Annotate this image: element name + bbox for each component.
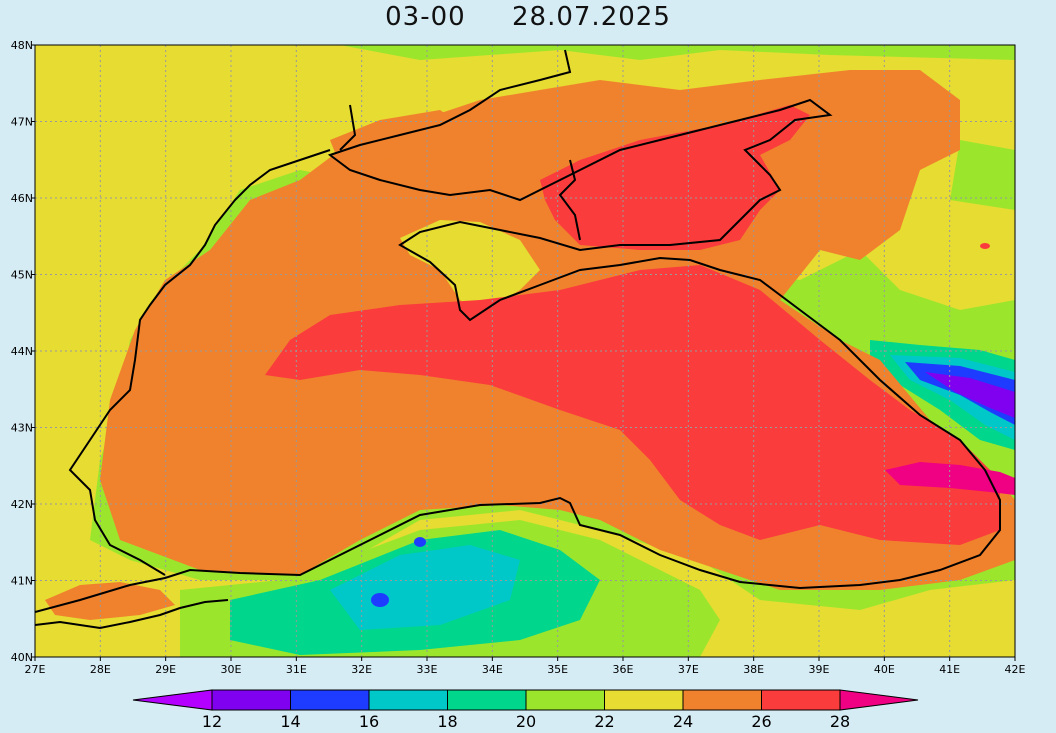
field-26-28-azov (540, 105, 810, 250)
colorbar-bin (447, 689, 527, 711)
field-14-16-south (371, 593, 389, 607)
lon-tick-label: 31E (286, 663, 307, 676)
lon-tick-label: 39E (809, 663, 830, 676)
lon-tick-label: 27E (25, 663, 46, 676)
colorbar-tick-label: 22 (594, 712, 614, 731)
colorbar-bin (604, 689, 684, 711)
lon-tick-label: 40E (874, 663, 895, 676)
lon-tick-label: 34E (482, 663, 503, 676)
colorbar-tick-label: 20 (516, 712, 536, 731)
title-time: 03-00 (385, 2, 466, 32)
field-16-18-south (330, 545, 520, 630)
colorbar-tick-label: 18 (437, 712, 457, 731)
lat-tick-label: 46N (11, 192, 33, 205)
lat-lon-grid (35, 45, 1015, 657)
lon-tick-label: 38E (743, 663, 764, 676)
colorbar-bin-below (132, 689, 213, 711)
lon-tick-label: 32E (351, 663, 372, 676)
lat-tick-label: 43N (11, 422, 33, 435)
colorbar-bin-above (839, 689, 919, 711)
colorbar-tick-label: 16 (359, 712, 379, 731)
colorbar-tick-label: 24 (673, 712, 693, 731)
colorbar-tick-label: 26 (751, 712, 771, 731)
longitude-ticks: 27E 28E 29E 30E 31E 32E 33E 34E 35E 36E 37E 38E 39E 4… (25, 657, 1026, 676)
lat-tick-label: 40N (11, 651, 33, 664)
colorbar-bin (368, 689, 448, 711)
lon-tick-label: 30E (221, 663, 242, 676)
title-date: 28.07.2025 (512, 2, 671, 32)
lat-tick-label: 48N (11, 39, 33, 52)
lon-tick-label: 28E (90, 663, 111, 676)
colorbar-bin (682, 689, 762, 711)
lat-tick-label: 45N (11, 269, 33, 282)
lat-tick-label: 47N (11, 116, 33, 129)
lon-tick-label: 36E (613, 663, 634, 676)
coastline (35, 49, 1001, 630)
lon-tick-label: 42E (1005, 663, 1026, 676)
colorbar-tick-label: 14 (280, 712, 300, 731)
field-12-14-east (925, 372, 1015, 418)
colorbar: 12 14 16 18 20 22 24 26 28 (132, 689, 919, 731)
lat-tick-label: 44N (11, 345, 33, 358)
field-22-24-crimea (400, 220, 540, 315)
field-above-28 (885, 462, 1015, 495)
lon-tick-label: 41E (939, 663, 960, 676)
latitude-ticks: 40N 41N 42N 43N 44N 45N 46N 47N 48N (11, 39, 35, 664)
lon-tick-label: 33E (417, 663, 438, 676)
colorbar-tick-label: 28 (830, 712, 850, 731)
field-24-26-marmara (45, 582, 175, 620)
field-26-28 (265, 265, 1000, 545)
colorbar-tick-label: 12 (202, 712, 222, 731)
colorbar-bin (525, 689, 605, 711)
map-title: 03-00 28.07.2025 (0, 2, 1056, 32)
lon-tick-label: 37E (678, 663, 699, 676)
lat-tick-label: 41N (11, 575, 33, 588)
lon-tick-label: 29E (155, 663, 176, 676)
colorbar-bin (290, 689, 370, 711)
colorbar-bin (761, 689, 841, 711)
colorbar-bin (211, 689, 291, 711)
lon-tick-label: 35E (547, 663, 568, 676)
lat-tick-label: 42N (11, 498, 33, 511)
